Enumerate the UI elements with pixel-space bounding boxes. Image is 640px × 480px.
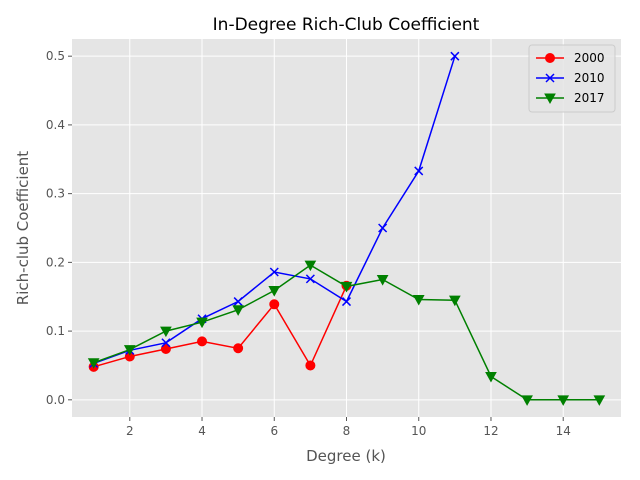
x-tick-label: 4: [198, 424, 206, 438]
x-tick-label: 10: [411, 424, 426, 438]
data-point-2017: [521, 395, 533, 406]
data-point-2000: [197, 336, 208, 347]
data-point-2010: [161, 338, 171, 348]
series-2017: [87, 260, 606, 406]
data-point-2017: [196, 317, 208, 329]
x-tick-label: 6: [270, 424, 278, 438]
x-tick-label: 12: [483, 424, 498, 438]
legend-marker-2000: [545, 53, 555, 63]
data-point-2017: [232, 305, 244, 316]
data-point-2017: [593, 395, 606, 406]
y-tick-label: 0.4: [46, 118, 65, 132]
data-point-2017: [340, 281, 353, 293]
legend-label-2000: 2000: [574, 51, 605, 65]
y-tick-label: 0.5: [46, 49, 65, 63]
y-axis-label: Rich-club Coefficient: [14, 151, 32, 305]
data-point-2017: [485, 371, 497, 383]
legend-marker-2017: [544, 93, 556, 105]
data-point-2000: [233, 343, 244, 354]
data-point-2017: [557, 395, 570, 406]
x-axis-ticks: 2 4 6 8 10 12 14: [126, 417, 571, 438]
x-tick-label: 14: [556, 424, 571, 438]
data-point-2010: [414, 166, 424, 176]
data-point-2010: [269, 267, 279, 277]
legend-marker-2010: [545, 73, 555, 83]
data-point-2017: [123, 345, 136, 356]
x-tick-label: 8: [343, 424, 351, 438]
data-point-2017: [87, 358, 100, 369]
series-layer: [87, 51, 606, 406]
data-point-2010: [450, 51, 460, 61]
data-point-2010: [233, 297, 243, 307]
data-point-2017: [268, 286, 281, 297]
data-point-2017: [449, 295, 461, 307]
x-tick-label: 2: [126, 424, 134, 438]
data-point-2017: [376, 275, 389, 286]
data-point-2000: [305, 360, 316, 371]
data-point-2017: [412, 294, 425, 306]
y-tick-label: 0.3: [46, 187, 65, 201]
legend-label-2010: 2010: [574, 71, 605, 85]
y-tick-label: 0.0: [46, 393, 65, 407]
data-point-2017: [160, 326, 172, 338]
chart-title: In-Degree Rich-Club Coefficient: [213, 15, 480, 35]
y-tick-label: 0.1: [46, 324, 65, 338]
y-tick-label: 0.2: [46, 255, 65, 269]
data-point-2017: [304, 260, 317, 272]
data-point-2010: [305, 274, 315, 284]
data-point-2010: [341, 297, 352, 307]
legend: 2000 2010 2017: [528, 44, 616, 113]
y-axis-ticks: 0.0 0.1 0.2 0.3 0.4 0.5: [46, 49, 72, 407]
data-point-2000: [269, 299, 280, 310]
series-line-2000: [93, 285, 348, 368]
x-axis-label: Degree (k): [306, 447, 386, 465]
data-point-2000: [160, 343, 171, 354]
data-point-2010: [378, 223, 388, 233]
legend-label-2017: 2017: [574, 91, 605, 105]
